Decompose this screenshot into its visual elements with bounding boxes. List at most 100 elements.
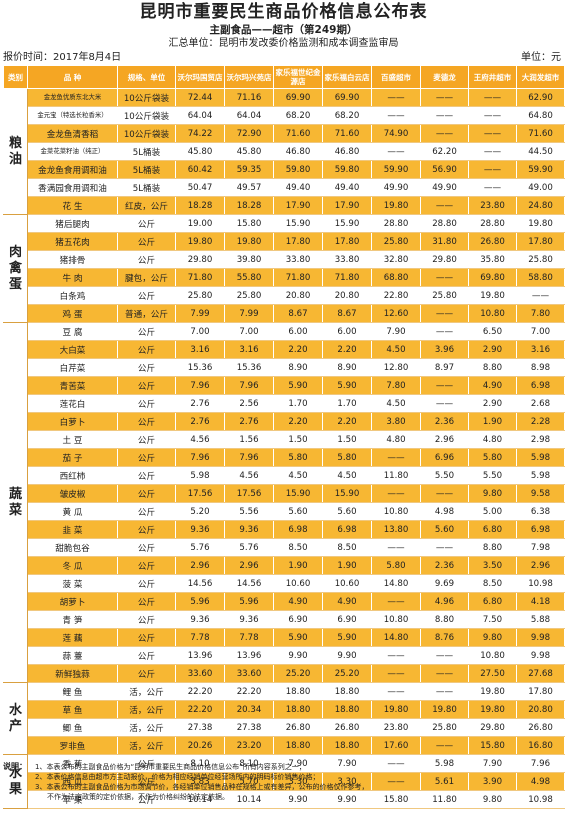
item-spec: 公斤 [117,394,176,413]
price-cell: 7.96 [175,376,225,395]
price-cell: 10.98 [516,790,565,809]
table-row: 水产鲤 鱼活，公斤 22.20 22.20 18.80 18.80 —— —— 19.80 17… [3,682,565,755]
price-cell: 28.80 [420,214,469,233]
item-name: 白萝卜 [27,412,118,431]
item-spec: 公斤 [117,484,176,503]
price-cell: 4.90 [273,592,323,611]
price-cell: 2.36 [420,412,469,431]
price-cell: 64.04 [175,106,225,125]
price-cell: 49.40 [273,178,323,197]
price-cell: 19.00 [175,214,225,233]
price-cell: 8.50 [273,538,323,557]
price-cell: 3.16 [516,340,565,359]
price-cell: 15.80 [224,214,274,233]
column-header: 规格、单位 [117,65,176,89]
reporting-unit: 汇总单位：昆明市发改委价格监测和成本调查监审局 [168,38,399,49]
price-cell: 27.38 [175,718,225,737]
price-cell: 8.67 [273,304,323,323]
price-cell: 1.50 [322,430,372,449]
price-cell: 28.80 [468,214,517,233]
table-row: 土 豆公斤 4.56 1.56 1.50 1.50 4.80 2.96 4.80 2.98 [4,430,565,449]
price-cell: 1.70 [273,394,323,413]
price-cell: 10.80 [468,304,517,323]
item-spec: 红皮，公斤 [117,196,176,215]
item-name: 白芹菜 [27,358,118,377]
price-cell: —— [371,682,421,701]
item-name: 鸡 蛋 [27,304,118,323]
price-cell: 10.80 [468,646,517,665]
item-name: 鲤 鱼 [27,682,118,701]
price-cell: 17.80 [516,682,565,701]
price-cell: 1.90 [468,412,517,431]
item-spec: 公斤 [117,556,176,575]
price-cell: 5.60 [273,502,323,521]
price-cell: —— [371,592,421,611]
price-cell: 3.50 [468,556,517,575]
table-row: 鲫 鱼活，公斤 27.38 27.38 26.80 26.80 23.80 25.80 29.… [4,718,565,737]
price-cell: 13.80 [371,520,421,539]
item-spec: 公斤 [117,538,176,557]
price-cell: —— [420,196,469,215]
item-spec: 公斤 [117,772,176,791]
price-cell: 19.80 [468,682,517,701]
price-cell: 9.36 [224,520,274,539]
price-cell: 29.80 [175,250,225,269]
price-cell: 3.80 [371,412,421,431]
price-cell: 3.30 [273,772,323,791]
price-cell: 11.80 [371,466,421,485]
price-cell: 7.99 [175,304,225,323]
price-cell: 6.90 [322,610,372,629]
price-cell: 10.80 [371,610,421,629]
table-row: 猪排骨 公斤 29.80 39.80 33.80 33.80 32.80 29.80 35.80… [4,250,565,269]
price-cell: 8.90 [322,358,372,377]
price-cell: 16.80 [516,736,565,755]
price-cell: 2.96 [516,556,565,575]
price-cell: 18.80 [322,682,372,701]
price-cell: 9.90 [273,646,323,665]
item-name: 猪后腿肉 [27,214,118,233]
price-cell: 8.50 [468,574,517,593]
table-row: 韭 菜公斤 9.36 9.36 6.98 6.98 13.80 5.60 6.80 6.98 [4,520,565,539]
price-cell: 7.78 [224,628,274,647]
price-cell: 5.90 [322,628,372,647]
price-cell: 27.38 [224,718,274,737]
price-cell: —— [371,754,421,773]
category-label: 水果 [3,754,28,809]
price-cell: 5.76 [175,538,225,557]
price-cell: 19.80 [224,232,274,251]
price-cell: 74.90 [371,124,421,143]
item-name: 白条鸡 [27,286,118,305]
price-cell: 4.18 [516,592,565,611]
price-cell: —— [371,538,421,557]
price-cell: 9.80 [468,628,517,647]
price-cell: 6.98 [516,520,565,539]
column-header: 大润发超市 [516,65,565,89]
item-spec: 活，公斤 [117,700,176,719]
note-line: 1、本表公布的主副食品价格为“昆明市重要民生商品价格信息公布”所有内容系列之一； [35,763,306,771]
item-spec: 公斤 [117,592,176,611]
price-cell: 6.80 [468,520,517,539]
table-row: 白萝卜 公斤 2.76 2.76 2.20 2.20 3.80 2.36 1.90 2.28 [4,412,565,431]
price-cell: 7.78 [175,628,225,647]
price-cell: 4.96 [420,592,469,611]
table-row: 粮油 金龙鱼优质东北大米 10公斤袋装 72.44 71.16 69.90 69.90 —— —… [3,88,565,215]
price-cell: 56.90 [420,160,469,179]
price-cell: 10.80 [371,502,421,521]
price-cell: —— [420,322,469,341]
price-cell: 1.56 [224,430,274,449]
price-cell: 69.80 [468,268,517,287]
item-spec: 公斤 [117,340,176,359]
item-name: 菠 菜 [27,574,118,593]
price-cell: —— [420,538,469,557]
item-name: 莲 藕 [27,628,118,647]
price-cell: 20.80 [322,286,372,305]
price-cell: 59.90 [516,160,565,179]
price-cell: 4.50 [273,466,323,485]
price-cell: 26.80 [322,718,372,737]
price-cell: 8.10 [224,754,274,773]
price-cell: 7.96 [175,448,225,467]
price-cell: 6.90 [273,610,323,629]
price-cell: 5.60 [322,502,372,521]
price-cell: 8.90 [273,358,323,377]
price-cell: 24.80 [516,196,565,215]
